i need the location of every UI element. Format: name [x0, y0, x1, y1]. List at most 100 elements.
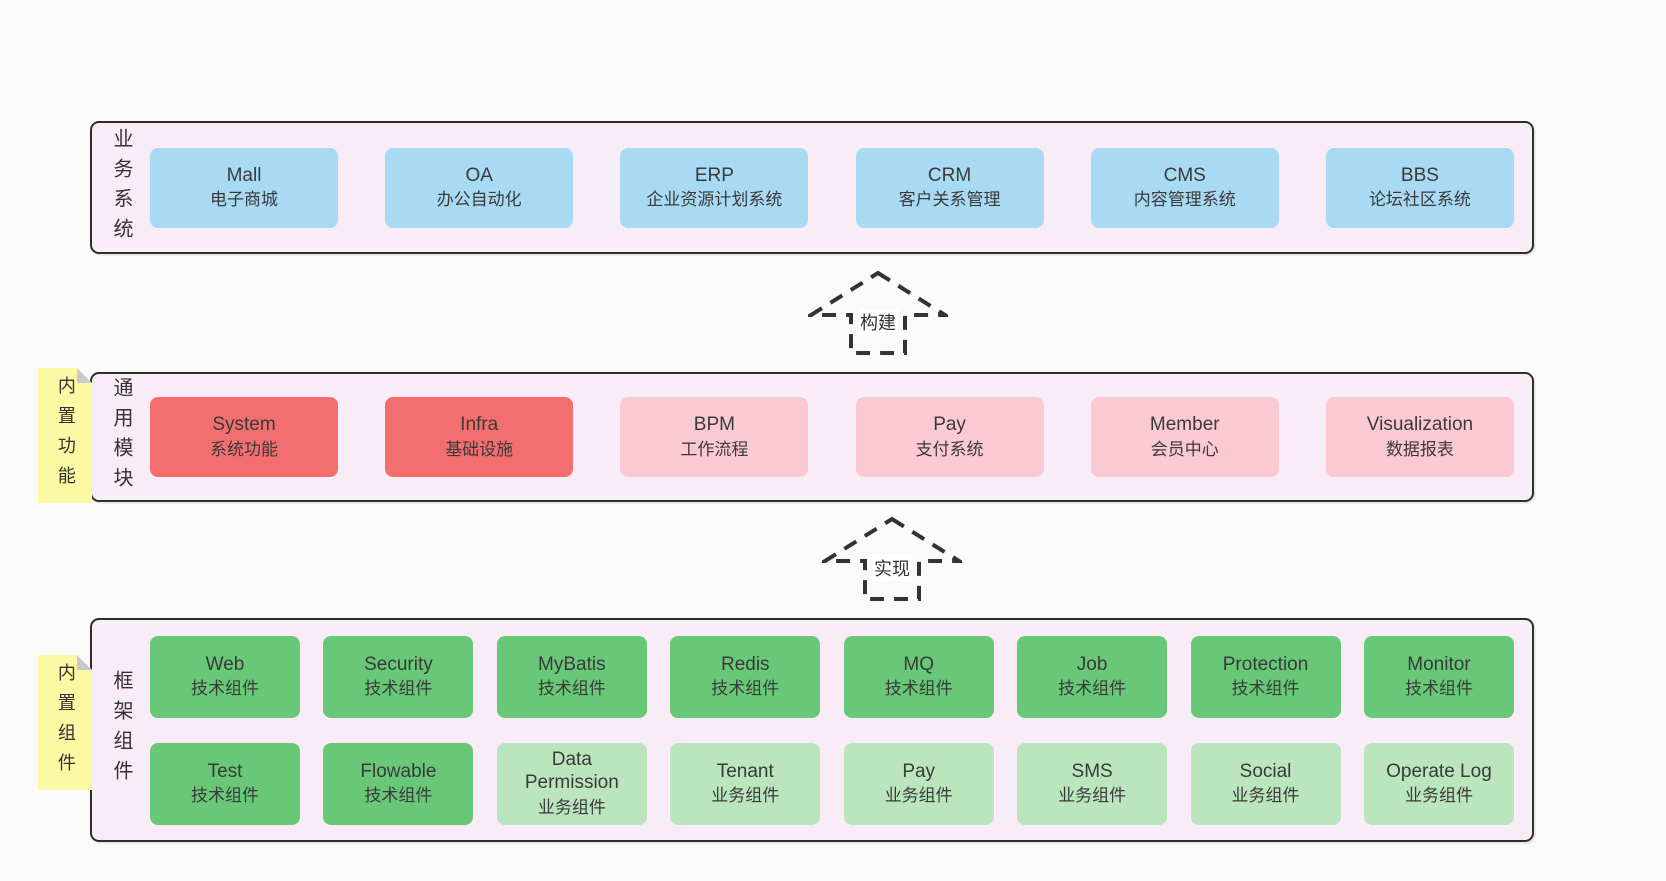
arrow-build-label: 构建	[858, 309, 898, 335]
sticky-note-builtin-features: 内置功能	[38, 368, 92, 503]
section-label: 框架组件	[110, 670, 132, 790]
sticky-note-builtin-components: 内置组件	[38, 655, 92, 790]
node-title: OA	[465, 164, 493, 186]
node-subtitle: 技术组件	[364, 786, 433, 806]
node-subtitle: 基础设施	[445, 439, 514, 459]
node-title: Security	[364, 653, 433, 675]
section-framework-components: 框架组件 Web 技术组件 Security 技术组件 MyBatis 技术组件…	[90, 618, 1534, 842]
node-subtitle: 技术组件	[537, 679, 606, 699]
business-systems-row: Mall 电子商城 OA 办公自动化 ERP 企业资源计划系统 CRM 客户关系…	[150, 147, 1532, 228]
node-cms: CMS 内容管理系统	[1090, 147, 1279, 228]
node-title: Test	[207, 760, 243, 782]
node-title: Mall	[226, 164, 262, 186]
framework-components-row-2: Test 技术组件 Flowable 技术组件 Data Permission …	[150, 742, 1514, 825]
node-subtitle: 支付系统	[915, 439, 984, 459]
node-subtitle: 技术组件	[1231, 679, 1300, 699]
arrow-implement: 实现	[822, 516, 962, 602]
common-modules-row: System 系统功能 Infra 基础设施 BPM 工作流程 Pay 支付系统…	[150, 397, 1532, 477]
node-mall: Mall 电子商城	[150, 147, 338, 228]
section-label: 通用模块	[110, 377, 132, 497]
node-title: Pay	[933, 414, 966, 436]
node-title: Visualization	[1366, 414, 1474, 436]
node-member: Member 会员中心	[1090, 397, 1279, 477]
node-title: Job	[1076, 653, 1108, 675]
node-title: Flowable	[360, 760, 437, 782]
node-operate-log: Operate Log 业务组件	[1363, 742, 1514, 825]
node-title: Operate Log	[1386, 760, 1492, 782]
node-subtitle: 业务组件	[1058, 786, 1127, 806]
node-visualization: Visualization 数据报表	[1325, 397, 1514, 477]
node-redis: Redis 技术组件	[670, 635, 821, 718]
section-common-modules: 通用模块 System 系统功能 Infra 基础设施 BPM 工作流程 Pay…	[90, 372, 1534, 502]
node-job: Job 技术组件	[1017, 635, 1168, 718]
node-security: Security 技术组件	[323, 635, 474, 718]
node-subtitle: 系统功能	[210, 439, 278, 459]
business-systems-label-column: 业务系统	[92, 128, 150, 248]
node-title: Redis	[720, 653, 770, 675]
node-sms: SMS 业务组件	[1017, 742, 1168, 825]
node-subtitle: 技术组件	[711, 679, 780, 699]
node-title: CMS	[1163, 164, 1206, 186]
node-subtitle: 业务组件	[1404, 786, 1473, 806]
node-subtitle: 技术组件	[1404, 679, 1473, 699]
node-web: Web 技术组件	[150, 635, 300, 718]
arrow-build: 构建	[808, 270, 948, 356]
node-subtitle: 内容管理系统	[1133, 190, 1236, 210]
node-title: BBS	[1400, 164, 1439, 186]
node-subtitle: 技术组件	[1058, 679, 1127, 699]
node-title: Infra	[460, 414, 499, 436]
node-title: System	[212, 414, 276, 436]
node-title: MQ	[903, 653, 934, 675]
folded-corner-icon	[77, 368, 92, 383]
node-erp: ERP 企业资源计划系统	[620, 147, 809, 228]
node-title: Data Permission	[524, 748, 619, 794]
node-subtitle: 办公自动化	[436, 190, 522, 210]
section-business-systems: 业务系统 Mall 电子商城 OA 办公自动化 ERP 企业资源计划系统 CRM…	[90, 121, 1534, 254]
node-subtitle: 技术组件	[364, 679, 433, 699]
node-infra: Infra 基础设施	[385, 397, 574, 477]
framework-components-label-column: 框架组件	[92, 670, 150, 790]
section-label: 业务系统	[110, 127, 132, 248]
node-data-permission: Data Permission 业务组件	[496, 742, 647, 825]
node-mq: MQ 技术组件	[843, 635, 994, 718]
sticky-note-label: 内置功能	[55, 375, 76, 496]
node-title: Pay	[902, 760, 936, 782]
node-crm: CRM 客户关系管理	[855, 147, 1044, 228]
node-subtitle: 业务组件	[884, 786, 953, 806]
up-arrow-icon	[822, 516, 962, 601]
node-subtitle: 客户关系管理	[898, 190, 1001, 210]
node-pay-component: Pay 业务组件	[843, 742, 994, 825]
sticky-note-label: 内置组件	[55, 662, 76, 783]
node-subtitle: 技术组件	[191, 786, 259, 806]
node-system: System 系统功能	[150, 397, 338, 477]
node-title: Monitor	[1407, 653, 1471, 675]
node-mybatis: MyBatis 技术组件	[496, 635, 647, 718]
node-subtitle: 论坛社区系统	[1368, 190, 1471, 210]
node-subtitle: 技术组件	[191, 679, 259, 699]
node-subtitle: 企业资源计划系统	[646, 190, 783, 210]
node-title: Social	[1239, 760, 1292, 782]
node-subtitle: 电子商城	[210, 190, 278, 210]
arrow-implement-label: 实现	[872, 555, 912, 581]
node-title: Tenant	[716, 760, 774, 782]
node-title: BPM	[693, 414, 735, 436]
node-monitor: Monitor 技术组件	[1363, 635, 1514, 718]
node-social: Social 业务组件	[1190, 742, 1341, 825]
up-arrow-icon	[808, 270, 948, 355]
node-tenant: Tenant 业务组件	[670, 742, 821, 825]
node-subtitle: 会员中心	[1150, 439, 1219, 459]
node-flowable: Flowable 技术组件	[323, 742, 474, 825]
framework-components-row-1: Web 技术组件 Security 技术组件 MyBatis 技术组件 Redi…	[150, 635, 1514, 718]
node-subtitle: 数据报表	[1385, 439, 1454, 459]
framework-components-rows: Web 技术组件 Security 技术组件 MyBatis 技术组件 Redi…	[150, 635, 1532, 825]
node-title: MyBatis	[538, 653, 606, 675]
node-test: Test 技术组件	[150, 742, 300, 825]
node-title: Web	[205, 653, 245, 675]
node-subtitle: 业务组件	[1231, 786, 1300, 806]
node-subtitle: 技术组件	[884, 679, 953, 699]
node-pay-module: Pay 支付系统	[855, 397, 1044, 477]
common-modules-label-column: 通用模块	[92, 377, 150, 497]
node-oa: OA 办公自动化	[385, 147, 574, 228]
node-protection: Protection 技术组件	[1190, 635, 1341, 718]
